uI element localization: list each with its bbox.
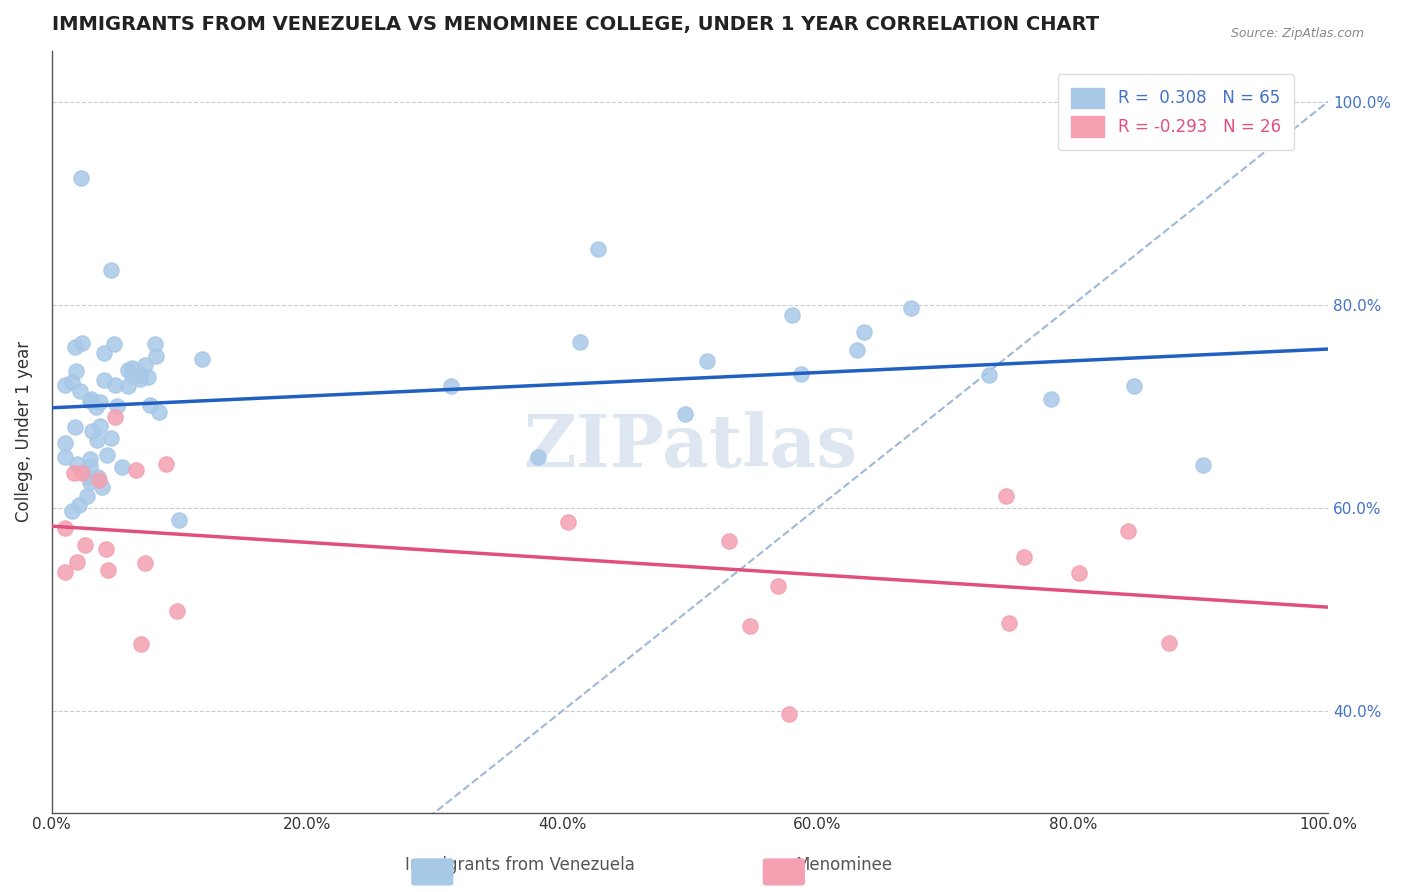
Point <box>89 418 111 433</box>
Point <box>673 407 696 421</box>
Point <box>696 354 718 368</box>
Point <box>117 379 139 393</box>
Point <box>145 336 167 351</box>
Point <box>103 337 125 351</box>
Point <box>79 458 101 473</box>
Point <box>77 470 100 484</box>
Point <box>79 452 101 467</box>
Point <box>93 373 115 387</box>
Point <box>853 325 876 339</box>
Point <box>82 424 104 438</box>
Point <box>129 372 152 386</box>
Point <box>104 409 127 424</box>
Point <box>75 538 97 552</box>
Point <box>100 431 122 445</box>
Point <box>86 434 108 448</box>
Point <box>148 405 170 419</box>
Point <box>53 566 76 580</box>
Point <box>69 384 91 398</box>
Point <box>66 555 89 569</box>
Point <box>1069 566 1091 580</box>
Point <box>53 521 76 535</box>
Text: IMMIGRANTS FROM VENEZUELA VS MENOMINEE COLLEGE, UNDER 1 YEAR CORRELATION CHART: IMMIGRANTS FROM VENEZUELA VS MENOMINEE C… <box>52 15 1099 34</box>
Point <box>65 458 87 472</box>
Point <box>63 419 86 434</box>
Point <box>718 534 741 549</box>
Point <box>104 378 127 392</box>
Point <box>527 450 550 464</box>
Point <box>69 170 91 185</box>
Point <box>67 498 90 512</box>
Point <box>63 340 86 354</box>
Point <box>72 336 94 351</box>
Point <box>90 480 112 494</box>
Point <box>53 377 76 392</box>
Point <box>84 400 107 414</box>
Point <box>1039 392 1062 406</box>
Point <box>134 358 156 372</box>
Point <box>778 707 800 722</box>
Point <box>97 563 120 577</box>
Point <box>1012 549 1035 564</box>
Point <box>440 379 463 393</box>
Point <box>80 392 103 406</box>
Point <box>780 308 803 322</box>
Point <box>53 436 76 450</box>
Point <box>89 395 111 409</box>
Point <box>121 360 143 375</box>
Text: Menominee: Menominee <box>794 856 893 874</box>
Point <box>138 370 160 384</box>
Point <box>63 467 86 481</box>
Point <box>125 463 148 477</box>
Point <box>70 466 93 480</box>
Point <box>94 541 117 556</box>
Point <box>740 619 762 633</box>
Point <box>586 242 609 256</box>
Point <box>117 363 139 377</box>
Point <box>111 460 134 475</box>
Point <box>998 616 1021 631</box>
Point <box>79 394 101 409</box>
Point <box>89 473 111 487</box>
Point <box>121 368 143 382</box>
Point <box>995 489 1018 503</box>
Point <box>65 364 87 378</box>
Point <box>557 516 579 530</box>
Point <box>139 398 162 412</box>
Point <box>145 349 167 363</box>
Point <box>167 513 190 527</box>
Point <box>1116 524 1139 538</box>
Point <box>76 489 98 503</box>
Point <box>129 638 152 652</box>
Point <box>100 262 122 277</box>
Point <box>87 470 110 484</box>
Point <box>79 475 101 489</box>
Text: Source: ZipAtlas.com: Source: ZipAtlas.com <box>1230 27 1364 40</box>
Point <box>766 579 789 593</box>
Point <box>53 450 76 465</box>
Point <box>568 335 591 350</box>
Point <box>134 556 156 570</box>
Point <box>900 301 922 315</box>
Point <box>977 368 1000 383</box>
Legend: R =  0.308   N = 65, R = -0.293   N = 26: R = 0.308 N = 65, R = -0.293 N = 26 <box>1057 74 1295 150</box>
Point <box>155 457 177 471</box>
Point <box>191 351 214 366</box>
Text: Immigrants from Venezuela: Immigrants from Venezuela <box>405 856 636 874</box>
Point <box>129 368 152 382</box>
Point <box>60 504 83 518</box>
Point <box>845 343 868 357</box>
Point <box>1192 458 1215 472</box>
Point <box>60 375 83 389</box>
Point <box>96 449 118 463</box>
Text: ZIPatlas: ZIPatlas <box>523 411 858 483</box>
Point <box>93 346 115 360</box>
Point <box>105 400 128 414</box>
Point <box>1157 636 1180 650</box>
Point <box>789 367 811 381</box>
Point <box>166 604 188 618</box>
Point <box>1122 379 1144 393</box>
Y-axis label: College, Under 1 year: College, Under 1 year <box>15 341 32 522</box>
